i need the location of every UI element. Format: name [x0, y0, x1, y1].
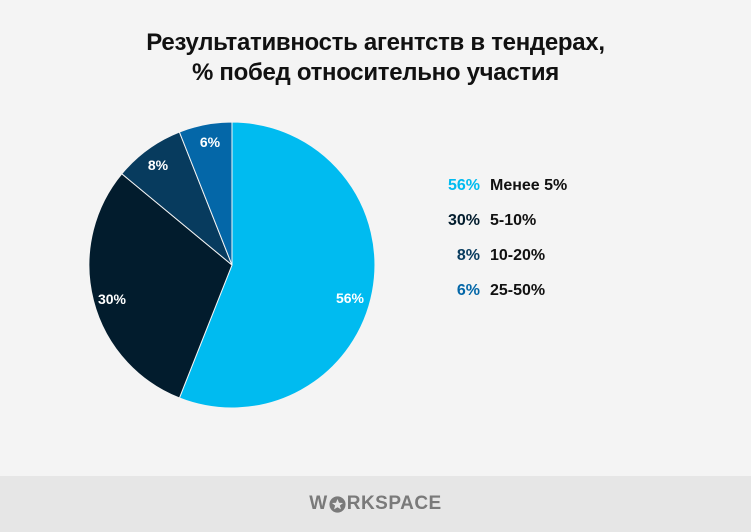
- chart-title-line2: % побед относительно участия: [191, 59, 559, 86]
- legend-item: 56% Менее 5%: [440, 168, 567, 203]
- logo-text-left: W: [309, 493, 328, 514]
- pie-label-8: 8%: [148, 157, 169, 173]
- pie-slice-5-10: [88, 173, 233, 399]
- pie-slice-less-5: [178, 121, 376, 409]
- star-in-circle-icon: [329, 495, 346, 513]
- workspace-logo: W RKSPACE: [309, 493, 441, 515]
- legend-item: 30% 5-10%: [440, 203, 567, 238]
- pie-label-6: 6%: [200, 134, 221, 150]
- legend-label: 10-20%: [490, 246, 546, 264]
- pie-label-56: 56%: [336, 290, 365, 306]
- legend-label: 5-10%: [490, 211, 537, 229]
- legend-item: 8% 10-20%: [440, 238, 567, 273]
- pie-slice-25-50: [178, 121, 233, 266]
- footer: W RKSPACE: [0, 476, 751, 532]
- legend-label: Менее 5%: [490, 176, 568, 194]
- pie-chart: 56% 30% 8% 6%: [88, 121, 376, 409]
- legend-pct: 6%: [456, 281, 480, 299]
- legend-pct: 30%: [447, 211, 480, 229]
- legend-pct: 8%: [456, 246, 480, 264]
- pie-label-30: 30%: [98, 291, 127, 307]
- legend-item: 6% 25-50%: [440, 273, 567, 308]
- legend-label: 25-50%: [490, 281, 546, 299]
- logo-text-right: RKSPACE: [346, 493, 442, 514]
- chart-title-line1: Результативность агентств в тендерах,: [146, 29, 605, 56]
- chart-title: Результативность агентств в тендерах, % …: [0, 28, 751, 88]
- chart-legend: 56% Менее 5% 30% 5-10% 8% 10-20% 6% 25-5…: [440, 168, 567, 308]
- legend-pct: 56%: [447, 176, 480, 194]
